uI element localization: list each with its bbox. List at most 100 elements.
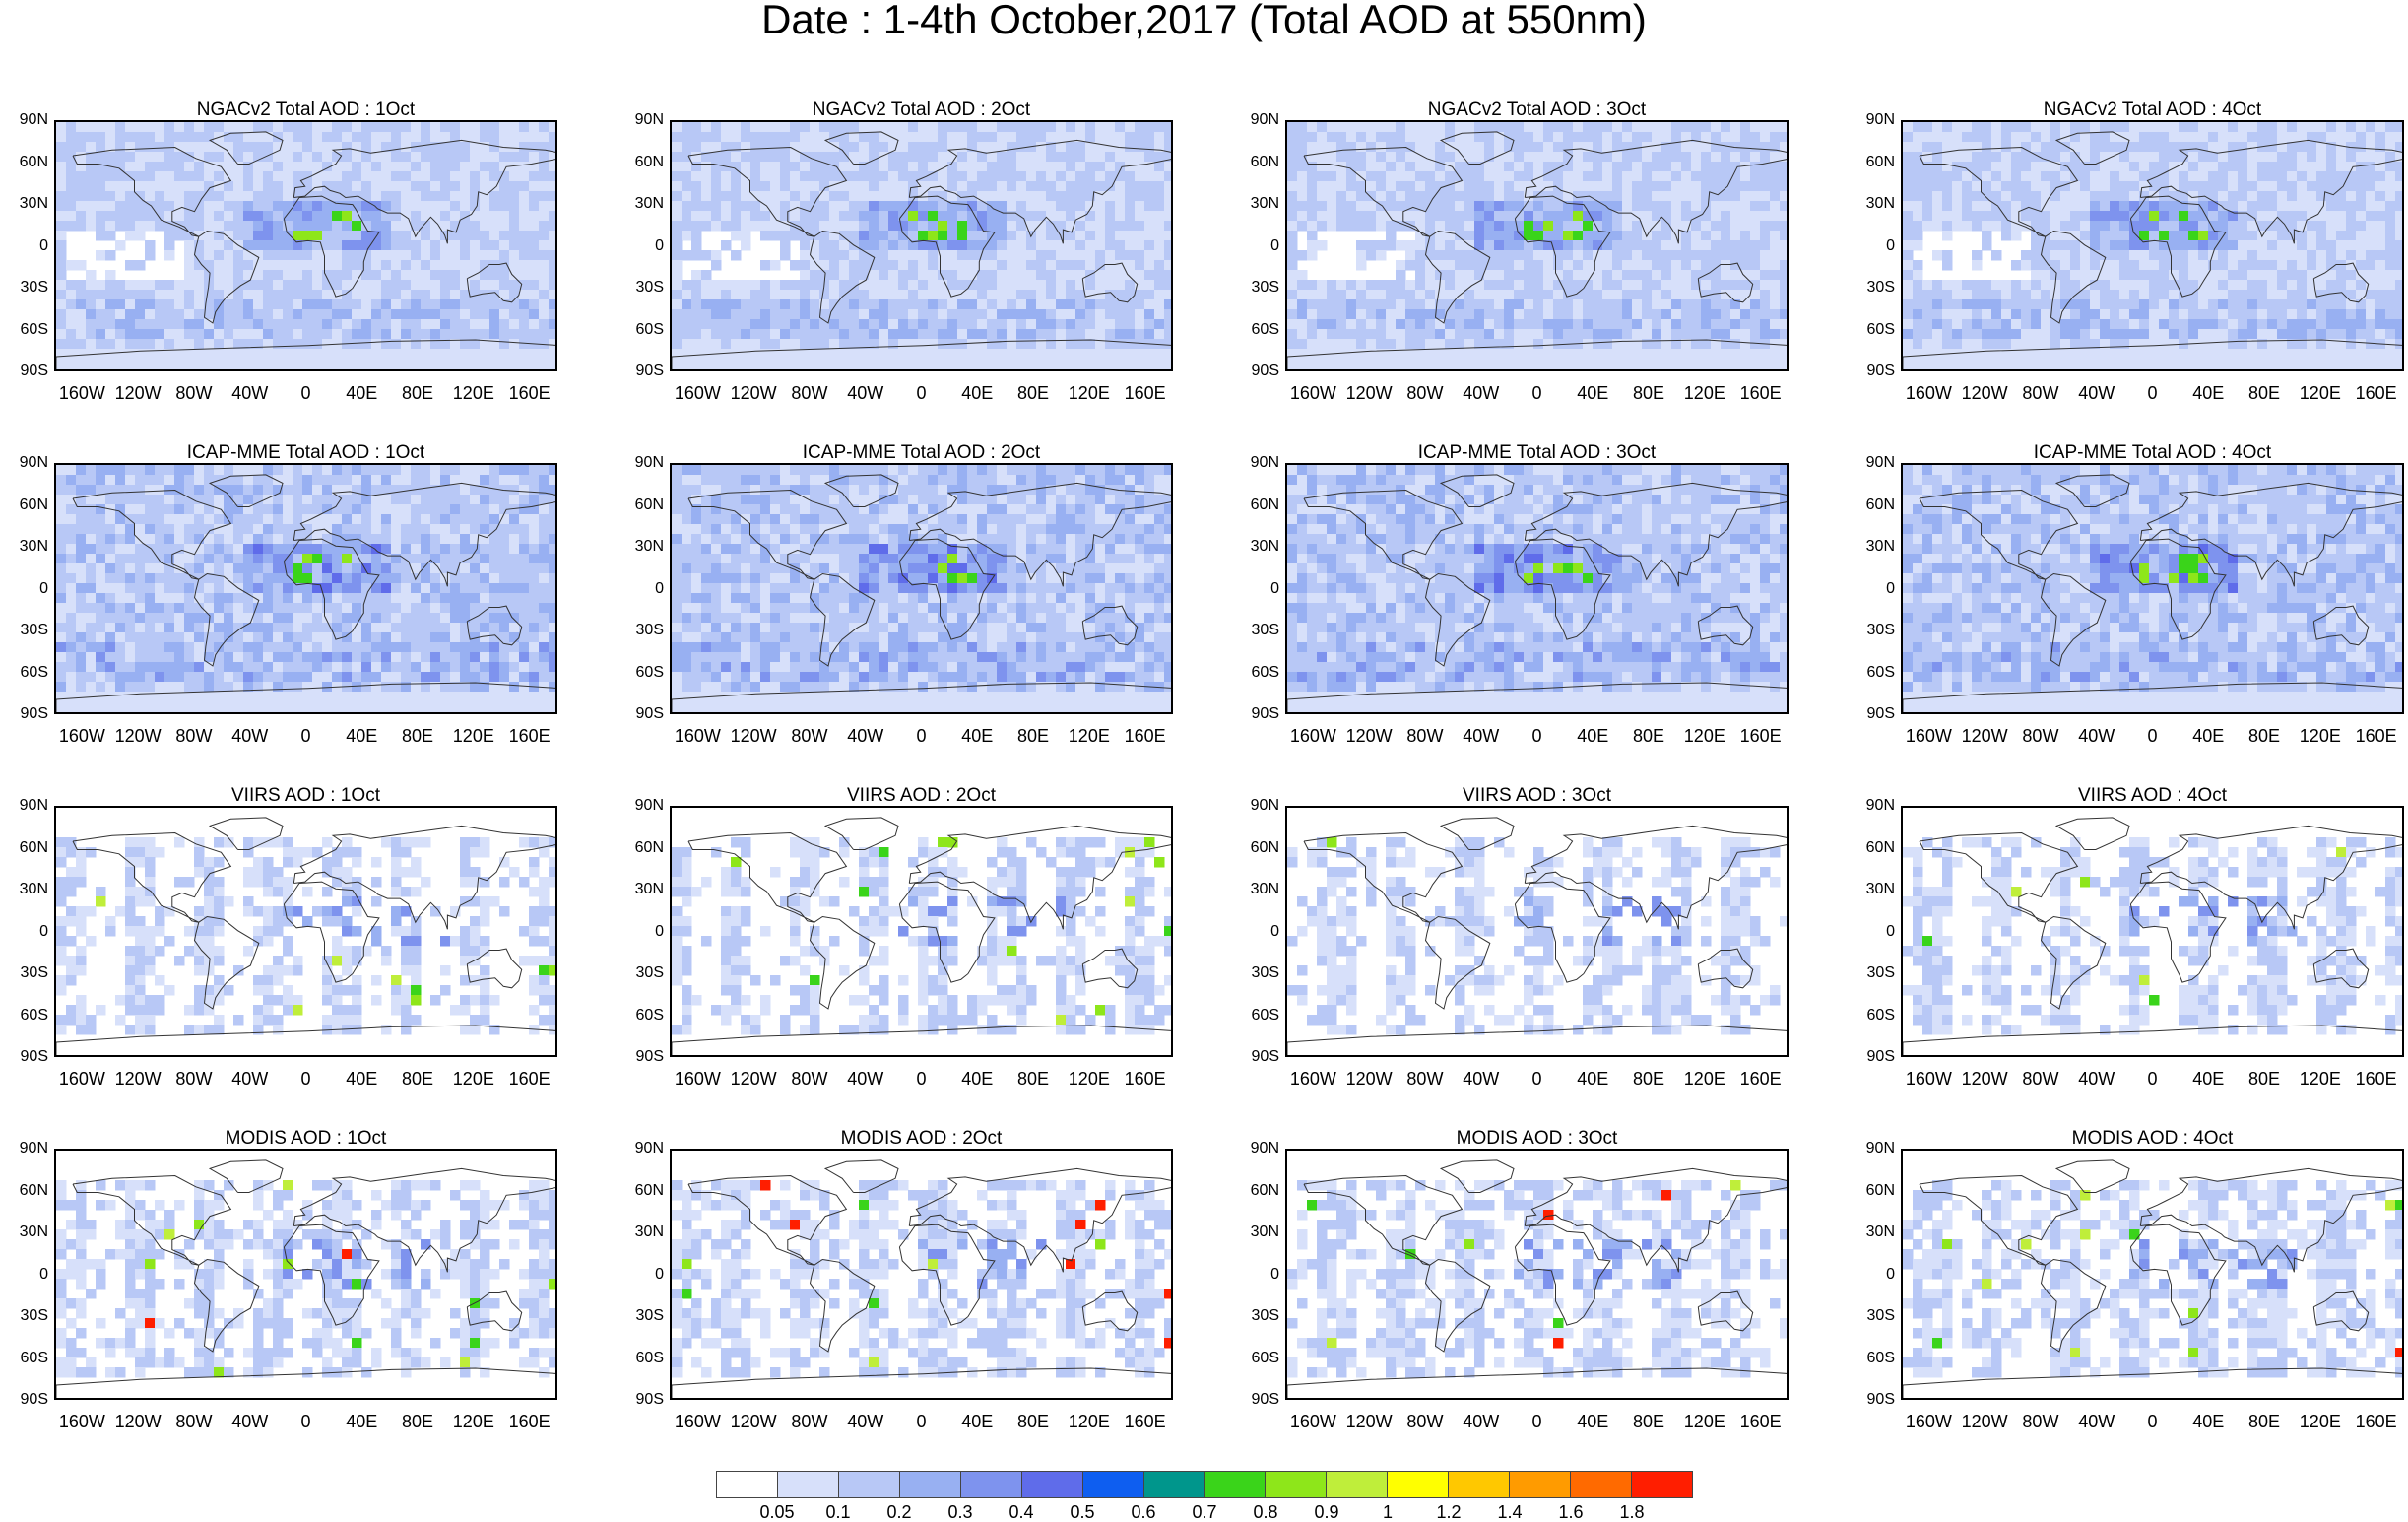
longitude-tick-label: 120W	[1961, 1412, 2008, 1431]
colorbar-swatch	[960, 1472, 1022, 1497]
map-frame	[670, 1149, 1173, 1400]
coastlines	[56, 474, 555, 712]
longitude-tick-label: 0	[300, 383, 311, 403]
latitude-tick-label: 90N	[19, 797, 48, 814]
panel-title: VIIRS AOD : 3Oct	[1463, 785, 1611, 806]
latitude-tick-label: 60S	[635, 663, 664, 681]
latitude-tick-label: 30S	[1866, 622, 1895, 638]
colorbar-swatch	[1204, 1472, 1267, 1497]
map-panel: MODIS AOD : 1Oct 90N 60N 30N 0 30S 60S 90S 160W 1…	[20, 1129, 557, 1431]
longitude-tick-label: 160W	[1289, 726, 1336, 746]
latitude-tick-label: 60S	[1866, 1349, 1895, 1366]
longitude-tick-label: 160E	[1739, 383, 1782, 403]
latitude-tick-label: 60S	[20, 1349, 48, 1366]
latitude-tick-label: 60N	[1250, 1181, 1279, 1199]
latitude-tick-label: 30S	[20, 622, 48, 638]
map-frame	[54, 1149, 557, 1400]
longitude-tick-label: 0	[2147, 1412, 2158, 1431]
latitude-tick-label: 60N	[1250, 153, 1279, 170]
longitude-tick-label: 40E	[2192, 726, 2225, 746]
longitude-tick-label: 120E	[452, 726, 494, 746]
latitude-tick-label: 60S	[1866, 1006, 1895, 1024]
panel-title: MODIS AOD : 3Oct	[1456, 1128, 1618, 1149]
latitude-tick-label: 30S	[1251, 964, 1279, 981]
longitude-tick-label: 120E	[1683, 383, 1725, 403]
panel-title: MODIS AOD : 4Oct	[2071, 1128, 2234, 1149]
longitude-tick-label: 120E	[1068, 1412, 1110, 1431]
longitude-tick-label: 80E	[402, 726, 434, 746]
longitude-tick-label: 120E	[1683, 1069, 1725, 1089]
longitude-tick-label: 40E	[2192, 1412, 2225, 1431]
latitude-tick-label: 30N	[1250, 195, 1279, 212]
latitude-tick-label: 60N	[634, 838, 664, 856]
world-map	[1287, 1159, 1787, 1398]
longitude-tick-label: 160W	[674, 1069, 721, 1089]
longitude-tick-label: 40W	[231, 1412, 269, 1431]
map-frame	[670, 463, 1173, 714]
longitude-tick-label: 80W	[175, 1069, 213, 1089]
longitude-tick-label: 160E	[1739, 1412, 1782, 1431]
latitude-tick-label: 30S	[1866, 1307, 1895, 1324]
colorbar-swatch	[1510, 1472, 1572, 1497]
colorbar-tick-label: 0.7	[1192, 1502, 1217, 1522]
map-panel: MODIS AOD : 2Oct 90N 60N 30N 0 30S 60S 90S 160W 1…	[635, 1129, 1173, 1431]
world-map	[1287, 122, 1787, 369]
panel-title: VIIRS AOD : 2Oct	[847, 785, 996, 806]
aod-field	[1903, 837, 2402, 1035]
world-map	[672, 122, 1171, 369]
panel-title: NGACv2 Total AOD : 4Oct	[2043, 99, 2262, 120]
longitude-tick-label: 40E	[346, 383, 378, 403]
colorbar-tick-label: 0.05	[759, 1502, 795, 1522]
longitude-tick-label: 80W	[791, 383, 828, 403]
longitude-tick-label: 160E	[2355, 383, 2397, 403]
longitude-tick-label: 160W	[58, 726, 105, 746]
latitude-tick-label: 90S	[1251, 363, 1279, 379]
latitude-tick-label: 60N	[634, 153, 664, 170]
latitude-tick-label: 60N	[1865, 153, 1895, 170]
latitude-tick-label: 30N	[634, 1224, 664, 1240]
colorbar-tick-label: 0.8	[1253, 1502, 1278, 1522]
coastlines	[1287, 131, 1787, 369]
longitude-tick-label: 80E	[1633, 383, 1665, 403]
longitude-tick-label: 40W	[231, 383, 269, 403]
longitude-tick-label: 160W	[1905, 383, 1952, 403]
longitude-tick-label: 160W	[1289, 383, 1336, 403]
world-map	[56, 122, 555, 369]
latitude-tick-label: 30S	[1866, 964, 1895, 981]
aod-field	[1287, 1180, 1787, 1378]
latitude-tick-label: 60S	[20, 1006, 48, 1024]
world-map	[1903, 817, 2402, 1055]
map-frame	[1901, 120, 2404, 371]
latitude-tick-label: 90N	[634, 454, 664, 471]
longitude-tick-label: 80W	[175, 1412, 213, 1431]
longitude-tick-label: 80W	[175, 726, 213, 746]
longitude-tick-label: 120E	[1068, 1069, 1110, 1089]
longitude-tick-label: 80W	[2022, 726, 2059, 746]
longitude-tick-label: 0	[916, 726, 927, 746]
aod-field	[56, 1180, 555, 1378]
latitude-tick-label: 30N	[1865, 881, 1895, 897]
longitude-tick-label: 40W	[1463, 726, 1500, 746]
longitude-tick-label: 160W	[674, 726, 721, 746]
latitude-tick-label: 90N	[19, 1140, 48, 1157]
longitude-tick-label: 160E	[1124, 1069, 1166, 1089]
longitude-tick-label: 40E	[1577, 1069, 1609, 1089]
world-map	[672, 465, 1171, 712]
latitude-tick-label: 30N	[1865, 195, 1895, 212]
colorbar-swatch	[1571, 1472, 1633, 1497]
aod-field	[672, 122, 1171, 369]
longitude-tick-label: 40E	[961, 1412, 994, 1431]
colorbar-tick-label: 1.2	[1436, 1502, 1462, 1522]
longitude-tick-label: 80W	[791, 726, 828, 746]
latitude-tick-label: 90S	[1251, 705, 1279, 722]
latitude-tick-label: 90N	[634, 111, 664, 128]
longitude-tick-label: 120W	[114, 383, 162, 403]
colorbar-swatch	[1021, 1472, 1083, 1497]
latitude-tick-label: 90N	[19, 454, 48, 471]
longitude-tick-label: 0	[1531, 1069, 1542, 1089]
latitude-tick-label: 0	[1270, 922, 1279, 940]
latitude-tick-label: 60N	[634, 496, 664, 513]
world-map	[1903, 1159, 2402, 1398]
map-panel: ICAP-MME Total AOD : 3Oct 90N 60N 30N 0 30S 60…	[1251, 443, 1789, 746]
longitude-tick-label: 160E	[1124, 726, 1166, 746]
